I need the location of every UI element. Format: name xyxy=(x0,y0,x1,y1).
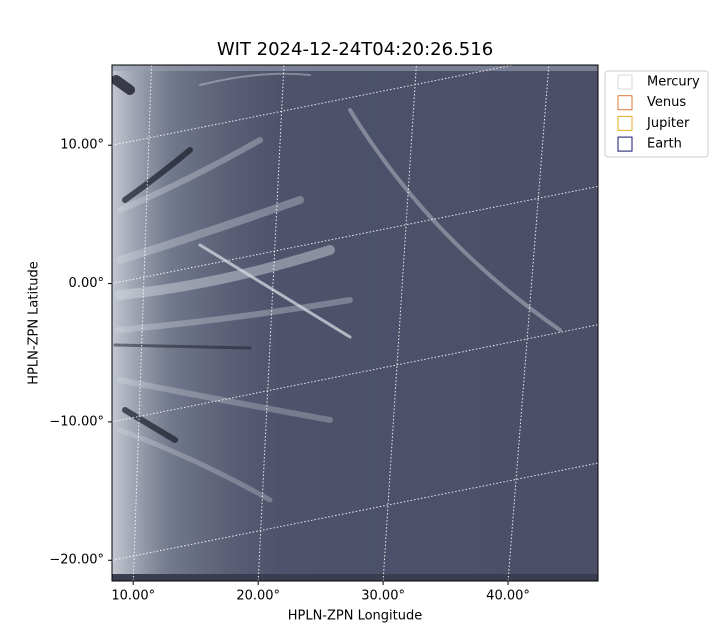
y-tick-label: −20.00° xyxy=(49,553,104,568)
y-tick-label: 10.00° xyxy=(60,138,104,153)
legend xyxy=(604,70,709,158)
y-tick-label: 0.00° xyxy=(69,276,104,291)
plot-frame xyxy=(111,64,599,582)
legend-marker xyxy=(617,115,633,131)
y-axis-label: HPLN-ZPN Latitude xyxy=(27,261,42,384)
legend-marker xyxy=(617,74,633,90)
image xyxy=(112,65,598,581)
grid-line xyxy=(257,65,285,581)
chart-title: WIT 2024-12-24T04:20:26.516 xyxy=(217,39,493,60)
x-tick-label: 20.00° xyxy=(236,589,280,604)
x-tick-label: 30.00° xyxy=(361,589,405,604)
legend-label: Mercury xyxy=(647,75,700,90)
grid-line xyxy=(382,65,417,581)
grid-line xyxy=(112,185,598,285)
grid-line xyxy=(112,462,598,561)
x-tick-label: 40.00° xyxy=(486,589,530,604)
grid xyxy=(112,65,598,581)
legend-marker xyxy=(617,95,633,111)
legend-label: Earth xyxy=(647,137,682,152)
y-tick-label: −10.00° xyxy=(49,414,104,429)
x-axis-label: HPLN-ZPN Longitude xyxy=(288,609,423,624)
legend-marker xyxy=(617,136,633,152)
legend-label: Jupiter xyxy=(646,116,690,131)
x-tick-label: 10.00° xyxy=(111,589,155,604)
grid-line xyxy=(507,65,550,581)
grid-line xyxy=(112,324,598,423)
legend-label: Venus xyxy=(647,95,686,110)
